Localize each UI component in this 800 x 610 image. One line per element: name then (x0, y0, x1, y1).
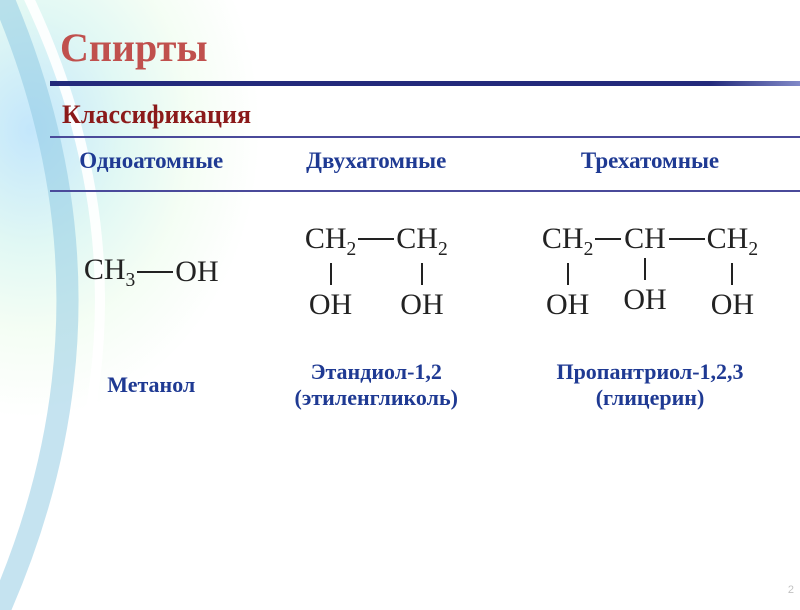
name-ethanediol: Этандиол-1,2 (этиленгликоль) (253, 321, 501, 411)
classification-table: Одноатомные Двухатомные Трехатомные CH3 … (50, 136, 800, 411)
formula-ethanediol: CH2 OH CH2 OH (253, 191, 501, 321)
col-header-mono: Одноатомные (50, 137, 253, 191)
subtitle-classification: Классификация (62, 100, 770, 130)
slide-content: Спирты Классификация Одноатомные Двухато… (0, 0, 800, 411)
page-title: Спирты (60, 24, 770, 71)
col-header-di: Двухатомные (253, 137, 501, 191)
name-row: Метанол Этандиол-1,2 (этиленгликоль) Про… (50, 321, 800, 411)
formula-methanol: CH3 OH (50, 191, 253, 321)
name-propanetriol: Пропантриол-1,2,3 (глицерин) (500, 321, 800, 411)
formula-row: CH3 OH CH2 (50, 191, 800, 321)
name-methanol: Метанол (50, 321, 253, 411)
table-header-row: Одноатомные Двухатомные Трехатомные (50, 137, 800, 191)
title-underline (50, 81, 800, 86)
col-header-tri: Трехатомные (500, 137, 800, 191)
classification-table-wrap: Одноатомные Двухатомные Трехатомные CH3 … (50, 136, 800, 411)
formula-propanetriol: CH2 OH CH OH (500, 191, 800, 321)
page-number: 2 (788, 584, 794, 596)
